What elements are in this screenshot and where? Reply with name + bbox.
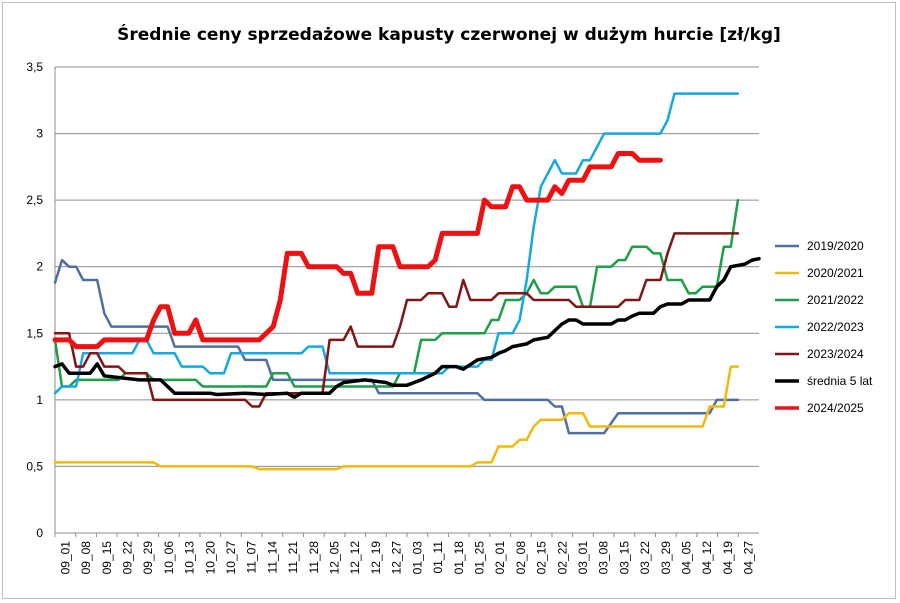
series-line [53, 365, 740, 471]
x-tick-label: 11_28 [307, 541, 321, 574]
x-tick-label: 01_03 [410, 541, 424, 575]
line-chart: Średnie ceny sprzedażowe kapusty czerwon… [26, 23, 873, 575]
x-tick-label: 09_08 [79, 541, 93, 575]
y-tick-label: 3 [36, 127, 43, 141]
x-tick-label: 12_05 [328, 541, 342, 575]
x-tick-label: 11_21 [286, 541, 300, 574]
series-line [53, 232, 740, 408]
legend-label: 2024/2025 [807, 401, 864, 415]
legend-label: średnia 5 lat [807, 374, 873, 388]
chart-title: Średnie ceny sprzedażowe kapusty czerwon… [117, 23, 781, 45]
x-tick-label: 02_08 [514, 541, 528, 575]
x-tick-label: 10_27 [224, 541, 238, 575]
x-tick-label: 10_20 [203, 541, 217, 575]
x-tick-label: 12_12 [348, 541, 362, 575]
x-tick-label: 10_13 [183, 541, 197, 575]
x-tick-label: 02_01 [493, 541, 507, 575]
x-tick-label: 12_19 [369, 541, 383, 575]
x-tick-label: 03_15 [617, 541, 631, 575]
legend-label: 2019/2020 [807, 239, 864, 253]
x-tick-label: 03_01 [576, 541, 590, 575]
x-tick-label: 12_27 [390, 541, 404, 575]
legend-label: 2020/2021 [807, 266, 864, 280]
x-tick-label: 03_22 [638, 541, 652, 575]
series-line [53, 256, 761, 399]
y-tick-label: 1 [36, 393, 43, 407]
x-tick-label: 04_05 [680, 541, 694, 575]
y-tick-label: 0 [36, 526, 43, 540]
x-tick-label: 01_18 [452, 541, 466, 575]
x-axis: 09_01 09_08 09_15 09_22 09_29 10_06 10_13 10_20… [54, 67, 759, 575]
x-tick-label: 01_25 [472, 541, 486, 575]
x-tick-label: 09_01 [58, 541, 72, 575]
series-line [52, 151, 663, 350]
legend: 2019/2020 2020/2021 2021/2022 2022/2023 2023… [775, 239, 873, 415]
y-tick-label: 2 [36, 260, 43, 274]
x-tick-label: 02_15 [535, 541, 549, 575]
series-line [53, 258, 740, 435]
x-tick-label: 11_14 [265, 541, 279, 574]
y-tick-label: 0,5 [26, 459, 43, 473]
y-tick-label: 2,5 [26, 193, 43, 207]
x-tick-label: 09_22 [120, 541, 134, 575]
series-lines [52, 92, 761, 471]
x-tick-label: 01_11 [431, 541, 445, 574]
legend-label: 2023/2024 [807, 347, 864, 361]
x-tick-label: 09_29 [141, 541, 155, 575]
x-tick-label: 11_07 [245, 541, 259, 574]
x-tick-label: 10_06 [162, 541, 176, 575]
series-line [53, 198, 740, 388]
y-axis-ticks: 0 0,5 1 1,5 2 2,5 3 3,5 [26, 60, 43, 540]
y-tick-label: 3,5 [26, 60, 43, 74]
series-line [53, 92, 740, 395]
x-tick-label: 02_22 [555, 541, 569, 575]
x-tick-label: 04_27 [742, 541, 756, 575]
legend-label: 2022/2023 [807, 320, 864, 334]
x-tick-label: 04_19 [721, 541, 735, 575]
legend-label: 2021/2022 [807, 293, 864, 307]
x-tick-label: 03_08 [597, 541, 611, 575]
x-tick-label: 09_15 [100, 541, 114, 575]
x-tick-label: 03_29 [659, 541, 673, 575]
y-tick-label: 1,5 [26, 326, 43, 340]
x-tick-label: 04_12 [700, 541, 714, 575]
